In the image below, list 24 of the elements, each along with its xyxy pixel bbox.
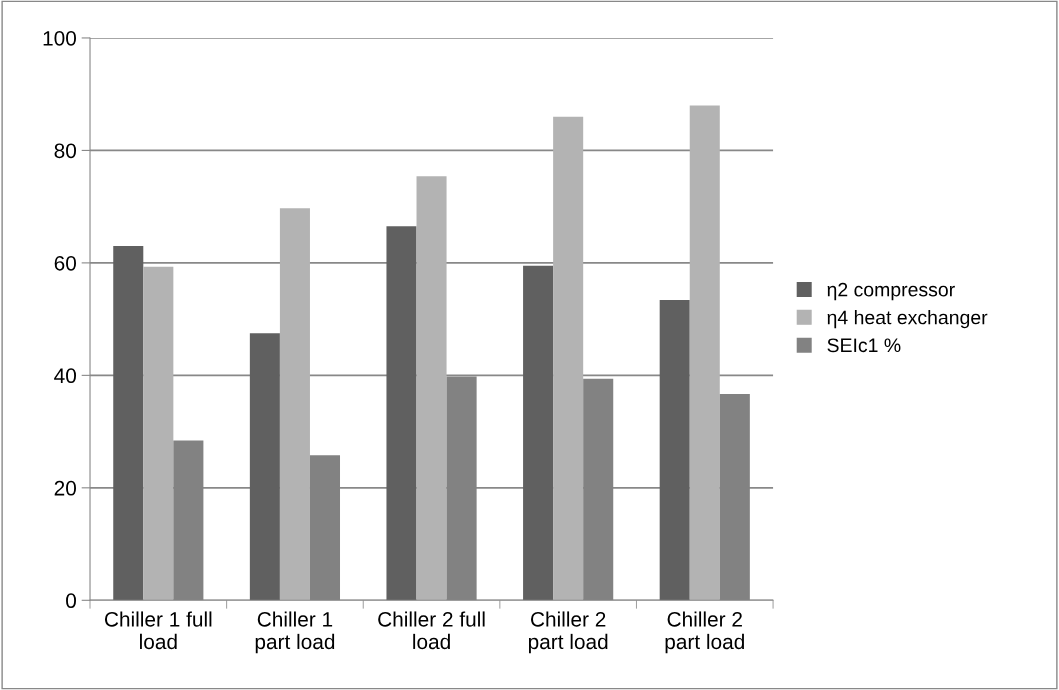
bar bbox=[523, 265, 554, 601]
bar bbox=[553, 116, 584, 601]
y-tick-label: 60 bbox=[54, 255, 77, 271]
bar bbox=[689, 105, 720, 601]
y-tick-label: 100 bbox=[43, 30, 77, 46]
x-tick-label: Chiller 1 full load bbox=[104, 611, 212, 650]
y-tick-label: 20 bbox=[54, 480, 77, 496]
bar bbox=[386, 226, 417, 601]
bar bbox=[279, 208, 310, 601]
y-tick-label: 40 bbox=[54, 368, 77, 384]
bar bbox=[143, 266, 174, 601]
legend-label: SEIc1 % bbox=[827, 338, 901, 353]
bar bbox=[659, 300, 690, 601]
bar bbox=[416, 176, 447, 601]
legend-label: η2 compressor bbox=[827, 282, 955, 301]
x-tick-label: Chiller 2 full load bbox=[378, 611, 485, 650]
y-tick-label: 80 bbox=[54, 143, 77, 159]
y-tick-label: 0 bbox=[66, 593, 77, 609]
bar bbox=[249, 333, 280, 601]
x-tick-label: Chiller 2 part load bbox=[528, 611, 608, 654]
bar bbox=[113, 246, 144, 601]
legend-label: η4 heat exchanger bbox=[827, 310, 988, 329]
x-tick-label: Chiller 2 part load bbox=[665, 611, 744, 654]
x-tick-label: Chiller 1 part load bbox=[255, 611, 335, 654]
